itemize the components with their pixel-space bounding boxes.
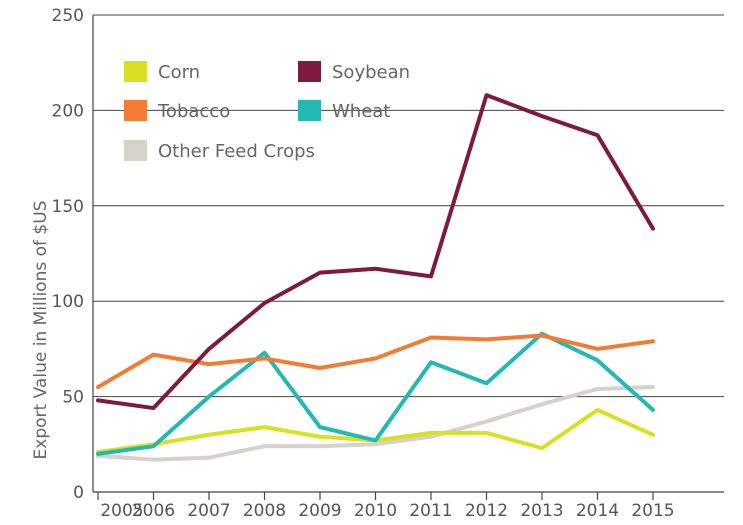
axes	[92, 15, 724, 500]
x-tick-label: 2005	[100, 501, 143, 521]
x-tick-label: 2010	[354, 501, 397, 521]
gridlines	[93, 14, 724, 398]
legend-label-corn: Corn	[158, 62, 200, 83]
x-tick-label: 2007	[187, 501, 230, 521]
series-line-tobacco	[96, 333, 655, 390]
series-line-other-feed-crops	[96, 385, 655, 462]
y-tick-label: 250	[52, 6, 84, 26]
y-tick-label: 200	[52, 101, 84, 121]
y-tick-label: 50	[62, 388, 84, 408]
x-tick-label: 2011	[409, 501, 452, 521]
x-tick-label: 2009	[298, 501, 341, 521]
series-line-wheat	[96, 331, 655, 456]
y-tick-label: 150	[52, 197, 84, 217]
legend-swatch-tobacco	[124, 100, 147, 121]
x-tick-label: 2008	[243, 501, 286, 521]
legend-swatch-corn	[124, 61, 147, 82]
y-tick-label: 0	[73, 483, 84, 503]
legend-swatch-wheat	[298, 100, 321, 121]
legend-label-soybean: Soybean	[332, 62, 410, 83]
legend-swatch-other-feed-crops	[124, 140, 147, 161]
legend-label-other-feed-crops: Other Feed Crops	[158, 141, 315, 162]
legend-label-wheat: Wheat	[332, 101, 390, 122]
legend-swatch-soybean	[298, 61, 321, 82]
y-tick-labels: 0 50 100 150 200 250	[52, 6, 84, 503]
legend: Corn Soybean Tobacco Wheat Other Feed Crops	[124, 61, 410, 162]
x-tick-label: 2012	[465, 501, 508, 521]
x-tick-label: 2013	[520, 501, 563, 521]
x-tick-label: 2015	[631, 501, 674, 521]
series-lines	[96, 93, 655, 462]
y-axis-label: Export Value in Millions of $US	[31, 201, 51, 460]
y-tick-label: 100	[52, 292, 84, 312]
legend-label-tobacco: Tobacco	[157, 101, 230, 122]
x-tick-label: 2006	[132, 501, 175, 521]
series-line-soybean	[96, 93, 655, 411]
x-tick-label: 2014	[576, 501, 619, 521]
